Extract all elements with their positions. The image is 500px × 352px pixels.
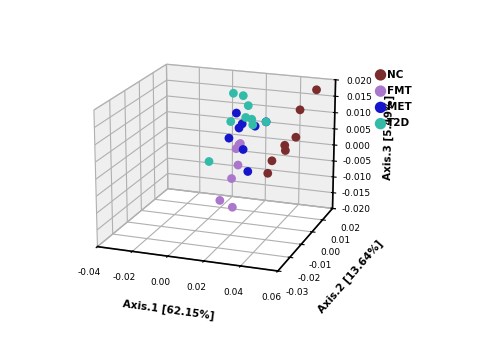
X-axis label: Axis.1 [62.15%]: Axis.1 [62.15%] [122, 299, 215, 321]
Y-axis label: Axis.2 [13.64%]: Axis.2 [13.64%] [316, 238, 385, 315]
Legend: NC, FMT, MET, T2D: NC, FMT, MET, T2D [379, 70, 412, 128]
